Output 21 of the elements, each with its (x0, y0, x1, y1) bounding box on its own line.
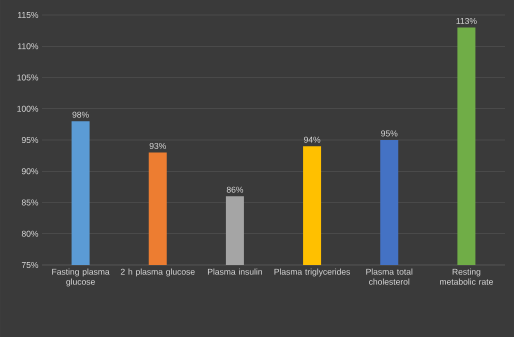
x-tick-label: Fasting plasma glucose (52, 268, 110, 286)
data-label: 94% (304, 136, 320, 143)
y-tick-label: 75% (22, 262, 38, 268)
y-tick-label: 90% (22, 168, 38, 174)
y-tick-label: 105% (17, 74, 38, 80)
y-tick-label: 100% (17, 106, 38, 112)
y-tick-label: 115% (18, 12, 38, 18)
x-tick-label: Resting metabolic rate (440, 268, 493, 285)
y-tick-label: 95% (22, 136, 38, 143)
data-label: 86% (226, 186, 244, 193)
y-tick-label: 110% (18, 43, 38, 50)
data-label: 93% (150, 142, 166, 149)
x-tick-label: Plasma triglycerides (274, 268, 350, 276)
data-label: 95% (381, 130, 398, 136)
x-tick-label: Plasma total cholesterol (366, 268, 412, 285)
x-tick-label: Plasma insulin (208, 268, 262, 275)
y-tick-label: 80% (22, 230, 38, 237)
data-label: 98% (72, 112, 89, 118)
y-tick-label: 85% (22, 199, 38, 206)
data-label: 113% (456, 18, 477, 24)
x-tick-label: 2 h plasma glucose (120, 268, 195, 276)
